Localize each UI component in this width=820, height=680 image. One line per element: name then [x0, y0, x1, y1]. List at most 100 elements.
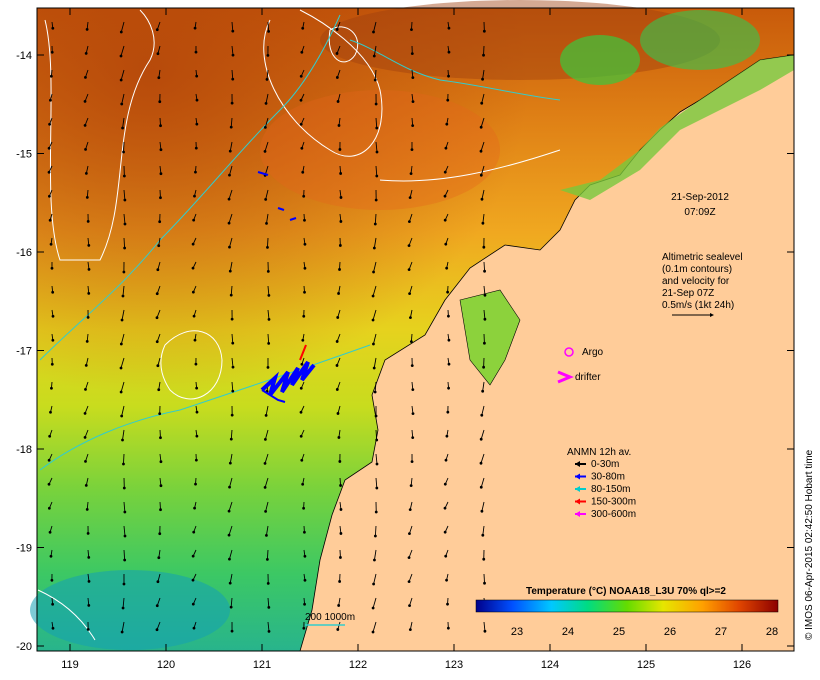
- velocity-vector: [123, 501, 126, 513]
- altimetry-line-1: Altimetric sealevel: [662, 252, 743, 263]
- velocity-vector: [374, 525, 377, 537]
- y-tick-label: -15: [16, 149, 32, 161]
- velocity-vector: [375, 165, 378, 177]
- drifter-track: [257, 171, 316, 403]
- velocity-vector: [229, 453, 233, 464]
- velocity-vector: [229, 237, 233, 248]
- velocity-vector: [482, 381, 485, 392]
- velocity-vector: [480, 477, 485, 488]
- velocity-vector: [373, 333, 377, 345]
- velocity-vector: [482, 69, 485, 80]
- velocity-vector: [229, 477, 233, 488]
- velocity-vector: [120, 357, 125, 369]
- anmn-title: ANMN 12h av.: [567, 447, 631, 458]
- anmn-depth-label: 300-600m: [591, 509, 636, 520]
- velocity-vector: [229, 573, 233, 584]
- velocity-vector: [480, 453, 485, 464]
- bathy-label: 200 1000m: [305, 612, 355, 623]
- velocity-vector: [267, 597, 270, 608]
- velocity-vector: [231, 333, 234, 344]
- velocity-vector: [120, 45, 125, 57]
- bathymetry-scale: 200 1000m: [305, 612, 355, 626]
- velocity-vector: [229, 165, 233, 176]
- velocity-vector: [372, 597, 377, 609]
- imos-credit: © IMOS 06-Apr-2015 02:42:50 Hobart time: [804, 449, 815, 640]
- velocity-vector: [481, 501, 485, 512]
- velocity-vector: [372, 621, 377, 633]
- velocity-vector: [122, 429, 125, 441]
- altimetry-line-5: 0.5m/s (1kt 24h): [662, 300, 734, 311]
- velocity-vector: [228, 189, 233, 200]
- colorbar-title: Temperature (°C) NOAA18_L3U 70% ql>=2: [526, 586, 726, 597]
- velocity-vector: [375, 477, 378, 489]
- velocity-vector: [231, 381, 234, 392]
- x-axis-ticks: 119 120 121 122 123 124 125 126: [61, 8, 751, 671]
- velocity-vector: [482, 525, 485, 536]
- velocity-vector: [228, 525, 233, 536]
- drifter-label: drifter: [575, 372, 601, 383]
- velocity-vector: [265, 525, 269, 536]
- anmn-depth-label: 0-30m: [591, 459, 619, 470]
- argo-legend: Argo: [564, 347, 604, 358]
- velocity-vector: [229, 141, 233, 152]
- velocity-vector: [267, 21, 270, 32]
- velocity-vector: [480, 429, 485, 440]
- velocity-vector: [230, 429, 233, 440]
- velocity-vector: [266, 213, 269, 224]
- velocity-vector: [266, 549, 269, 560]
- velocity-vector: [228, 501, 233, 512]
- velocity-vector: [265, 189, 269, 200]
- velocity-vector: [483, 285, 486, 296]
- velocity-vector: [483, 309, 486, 320]
- velocity-vector: [264, 141, 269, 152]
- velocity-vector: [230, 117, 233, 128]
- map-frame: [36, 7, 795, 652]
- velocity-vector: [229, 261, 233, 272]
- velocity-vector: [267, 285, 270, 296]
- velocity-vector: [229, 549, 233, 560]
- velocity-vector: [267, 237, 269, 248]
- velocity-vector: [373, 237, 377, 249]
- velocity-vector: [121, 405, 125, 417]
- datetime-line2: 07:09Z: [684, 207, 715, 218]
- velocity-vector: [480, 141, 485, 152]
- velocity-vector: [373, 549, 377, 561]
- colorbar-ticks: 23 24 25 26 27 28: [511, 626, 778, 638]
- velocity-vector: [480, 165, 485, 176]
- anmn-depth-label: 80-150m: [591, 484, 630, 495]
- drifter-icon: [557, 370, 574, 384]
- coast-green-strip: [560, 55, 794, 200]
- velocity-vector: [265, 93, 269, 104]
- anmn-depth-label: 30-80m: [591, 472, 625, 483]
- velocity-vector: [375, 141, 378, 153]
- x-tick-label: 125: [637, 659, 655, 671]
- colorbar-tick-label: 28: [766, 626, 778, 638]
- x-tick-label: 123: [445, 659, 463, 671]
- x-tick-label: 122: [349, 659, 367, 671]
- y-tick-label: -17: [16, 346, 32, 358]
- velocity-vector: [374, 69, 377, 81]
- velocity-vector: [373, 573, 377, 585]
- velocity-vector: [123, 237, 126, 249]
- velocity-vector: [267, 621, 270, 632]
- altimetry-line-3: and velocity for: [662, 276, 730, 287]
- velocity-vector: [264, 429, 269, 440]
- velocity-vector: [120, 69, 125, 81]
- velocity-vector: [121, 93, 125, 105]
- velocity-vector: [374, 213, 377, 225]
- velocity-vector: [230, 285, 233, 296]
- peninsula-green: [459, 289, 521, 386]
- velocity-vector: [120, 21, 125, 33]
- y-tick-label: -20: [16, 641, 32, 653]
- altimetry-legend: Altimetric sealevel (0.1m contours) and …: [662, 252, 743, 317]
- y-tick-label: -16: [16, 247, 32, 259]
- velocity-vector: [122, 285, 125, 297]
- velocity-vector: [481, 93, 485, 104]
- velocity-vector: [122, 597, 125, 609]
- velocity-vector: [231, 45, 234, 56]
- colorbar-tick-label: 26: [664, 626, 676, 638]
- velocity-vector: [265, 501, 269, 512]
- velocity-vector: [374, 381, 377, 393]
- y-tick-label: -19: [16, 543, 32, 555]
